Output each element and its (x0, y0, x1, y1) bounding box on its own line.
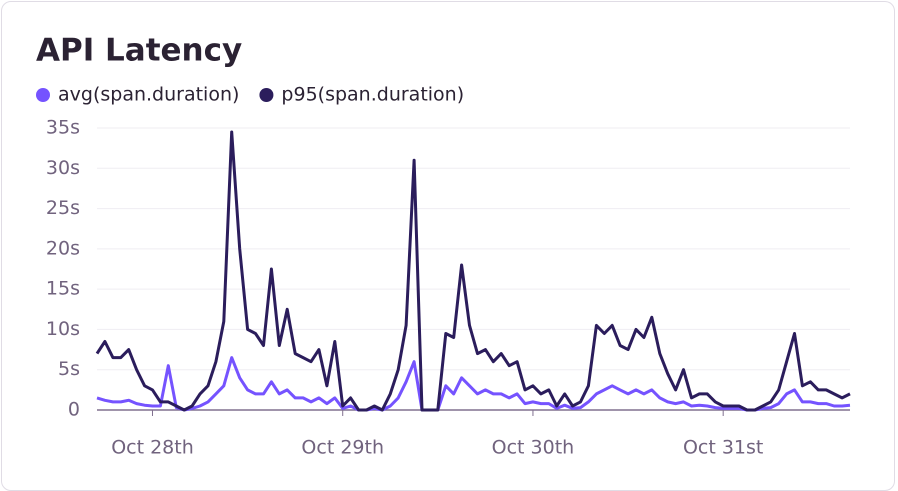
y-tick-label: 15s (46, 278, 80, 300)
y-tick-label: 20s (46, 237, 80, 259)
legend-label: avg(span.duration) (58, 84, 239, 106)
x-tick-label: Oct 28th (111, 437, 194, 459)
chart: API Latency avg(span.duration) p95(span.d… (36, 33, 851, 459)
x-tick-label: Oct 30th (492, 437, 575, 459)
series-line (95, 130, 851, 412)
legend-label: p95(span.duration) (281, 84, 464, 106)
legend-swatch (36, 88, 50, 102)
series-line (96, 356, 851, 412)
chart-title: API Latency (36, 33, 242, 69)
y-tick-label: 35s (46, 117, 80, 139)
y-tick-label: 0 (68, 399, 80, 421)
x-tick-label: Oct 29th (301, 437, 384, 459)
legend-swatch (259, 88, 274, 102)
x-tick-label: Oct 31st (683, 437, 763, 459)
y-tick-label: 10s (46, 318, 80, 340)
y-tick-label: 25s (46, 197, 80, 219)
y-tick-label: 30s (46, 157, 80, 179)
y-tick-label: 5s (58, 358, 80, 380)
